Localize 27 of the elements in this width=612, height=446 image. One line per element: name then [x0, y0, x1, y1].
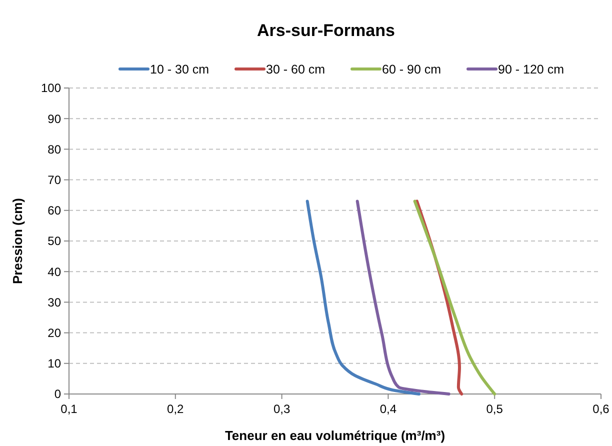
y-tick-label: 80 — [48, 142, 62, 156]
y-axis-title: Pression (cm) — [10, 198, 25, 284]
y-tick-label: 60 — [48, 204, 62, 218]
y-tick-label: 70 — [48, 173, 62, 187]
legend-label: 60 - 90 cm — [382, 62, 442, 76]
x-tick-label: 0,3 — [273, 402, 290, 416]
y-tick-label: 100 — [40, 81, 62, 96]
y-tick-label: 40 — [48, 264, 62, 279]
y-tick-label: 50 — [48, 234, 62, 248]
legend-label: 90 - 120 cm — [498, 62, 564, 76]
y-tick-label: 90 — [48, 112, 62, 126]
y-tick-label: 30 — [48, 295, 62, 310]
x-tick-label: 0,5 — [486, 402, 504, 416]
line-series — [413, 200, 496, 396]
x-tick-label: 0,1 — [60, 402, 78, 416]
legend-label: 10 - 30 cm — [150, 62, 210, 76]
y-tick-label: 10 — [48, 356, 62, 371]
x-axis-title: Teneur en eau volumétrique (m³/m³) — [224, 428, 446, 443]
x-tick-label: 0,2 — [167, 402, 184, 416]
chart-title: Ars-sur-Formans — [257, 21, 395, 40]
y-tick-label: 0 — [54, 387, 62, 402]
line-series — [356, 200, 450, 396]
line-series — [306, 200, 421, 396]
y-tick-label: 20 — [48, 326, 62, 340]
legend-label: 30 - 60 cm — [266, 62, 326, 76]
x-tick-label: 0,4 — [380, 402, 397, 416]
x-tick-label: 0,6 — [592, 402, 610, 416]
